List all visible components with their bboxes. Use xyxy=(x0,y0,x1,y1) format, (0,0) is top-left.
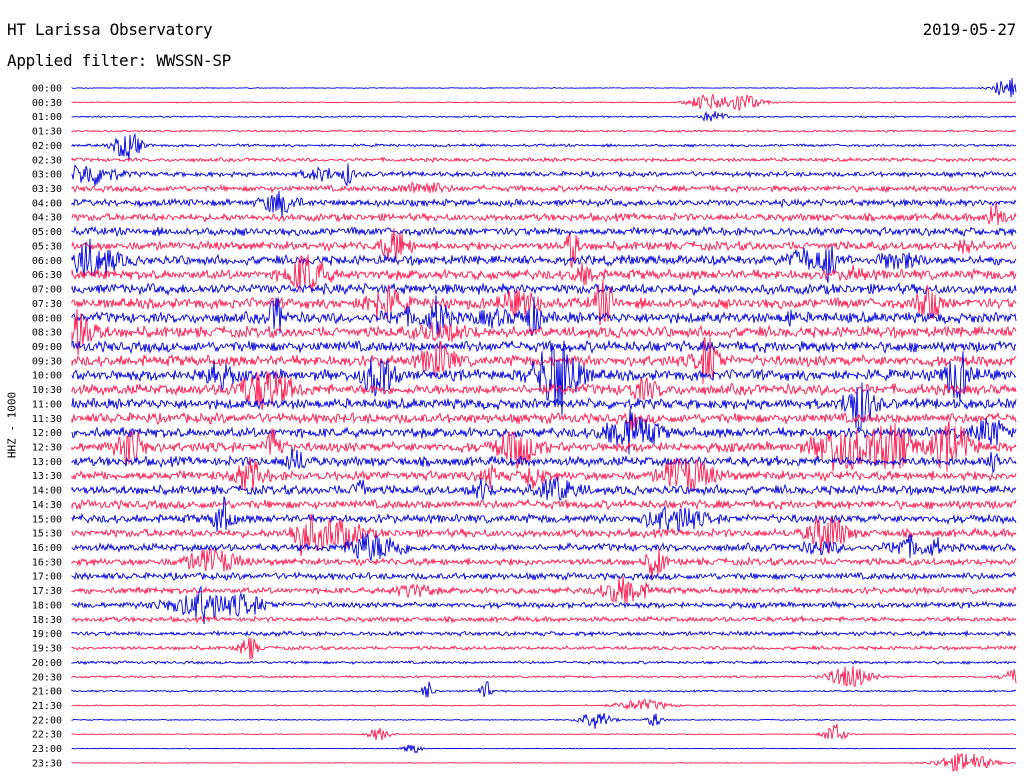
time-tick-label: 15:00 xyxy=(32,514,62,525)
trace-1430 xyxy=(71,498,1017,511)
time-tick-label: 13:00 xyxy=(32,457,62,468)
time-tick-label: 07:00 xyxy=(32,285,62,296)
trace-1930 xyxy=(71,637,1017,660)
time-tick-label: 08:30 xyxy=(32,328,62,339)
time-tick-label: 09:00 xyxy=(32,342,62,353)
time-tick-label: 15:30 xyxy=(32,529,62,540)
time-tick-label: 19:00 xyxy=(32,629,62,640)
trace-1630 xyxy=(71,548,1017,579)
time-tick-label: 21:00 xyxy=(32,687,62,698)
trace-1200 xyxy=(71,408,1017,455)
time-tick-label: 10:00 xyxy=(32,371,62,382)
time-tick-label: 22:30 xyxy=(32,730,62,741)
time-tick-label: 05:30 xyxy=(32,241,62,252)
trace-0430 xyxy=(71,202,1017,226)
time-tick-label: 10:30 xyxy=(32,385,62,396)
trace-2230 xyxy=(71,723,1017,741)
trace-0400 xyxy=(71,190,1017,217)
record-date: 2019-05-27 xyxy=(922,20,1017,39)
trace-2000 xyxy=(71,659,1017,666)
time-tick-label: 11:30 xyxy=(32,414,62,425)
trace-0530 xyxy=(71,228,1017,269)
trace-1400 xyxy=(71,476,1017,501)
trace-2330 xyxy=(71,753,1017,772)
trace-1800 xyxy=(71,585,1017,625)
time-tick-label: 18:30 xyxy=(32,615,62,626)
time-tick-label: 05:00 xyxy=(32,227,62,238)
time-tick-label: 02:30 xyxy=(32,155,62,166)
trace-2100 xyxy=(71,681,1017,698)
trace-1330 xyxy=(71,456,1017,492)
trace-0200 xyxy=(71,133,1017,160)
trace-1600 xyxy=(71,533,1017,561)
time-tick-label: 16:30 xyxy=(32,557,62,568)
time-tick-label: 19:30 xyxy=(32,644,62,655)
time-tick-label: 04:00 xyxy=(32,198,62,209)
time-tick-label: 01:00 xyxy=(32,112,62,123)
trace-0230 xyxy=(71,156,1017,164)
trace-0730 xyxy=(71,279,1017,326)
trace-1500 xyxy=(71,496,1017,533)
station-title: HT Larissa Observatory xyxy=(7,20,213,39)
time-tick-label: 09:30 xyxy=(32,356,62,367)
trace-1000 xyxy=(71,340,1017,418)
time-tick-label: 06:30 xyxy=(32,270,62,281)
trace-0630 xyxy=(71,254,1017,293)
trace-1100 xyxy=(71,382,1017,430)
trace-0130 xyxy=(71,129,1017,134)
trace-2300 xyxy=(71,744,1017,754)
time-tick-label: 14:30 xyxy=(32,500,62,511)
trace-0300 xyxy=(71,163,1017,187)
time-tick-label: 20:30 xyxy=(32,672,62,683)
time-tick-label: 20:00 xyxy=(32,658,62,669)
time-tick-label: 14:00 xyxy=(32,486,62,497)
time-tick-label: 21:30 xyxy=(32,701,62,712)
time-tick-label: 12:00 xyxy=(32,428,62,439)
time-tick-label: 01:30 xyxy=(32,127,62,138)
filter-label: Applied filter: WWSSN-SP xyxy=(7,51,231,70)
time-tick-label: 03:30 xyxy=(32,184,62,195)
trace-0000 xyxy=(71,78,1017,98)
trace-0930 xyxy=(71,336,1017,385)
time-tick-label: 13:30 xyxy=(32,471,62,482)
time-tick-label: 17:30 xyxy=(32,586,62,597)
trace-1300 xyxy=(71,447,1017,474)
time-tick-label: 04:30 xyxy=(32,213,62,224)
trace-1530 xyxy=(71,513,1017,557)
trace-2200 xyxy=(71,713,1017,729)
trace-1030 xyxy=(71,370,1017,411)
time-tick-label: 06:00 xyxy=(32,256,62,267)
time-tick-label: 00:30 xyxy=(32,98,62,109)
time-tick-label: 18:00 xyxy=(32,600,62,611)
trace-0830 xyxy=(71,309,1017,356)
trace-1730 xyxy=(71,576,1017,604)
trace-0700 xyxy=(71,282,1017,297)
time-tick-label: 23:00 xyxy=(32,744,62,755)
trace-0800 xyxy=(71,295,1017,338)
trace-0500 xyxy=(71,225,1017,238)
trace-1830 xyxy=(71,614,1017,624)
time-tick-label: 03:00 xyxy=(32,170,62,181)
time-tick-label: 22:00 xyxy=(32,715,62,726)
time-tick-label: 07:30 xyxy=(32,299,62,310)
time-tick-label: 08:00 xyxy=(32,313,62,324)
trace-0100 xyxy=(71,110,1017,122)
trace-0900 xyxy=(71,339,1017,355)
trace-2130 xyxy=(71,698,1017,711)
time-tick-label: 11:00 xyxy=(32,399,62,410)
trace-1900 xyxy=(71,629,1017,638)
trace-0600 xyxy=(71,238,1017,283)
time-tick-label: 00:00 xyxy=(32,84,62,95)
time-tick-label: 23:30 xyxy=(32,758,62,769)
time-tick-label: 02:00 xyxy=(32,141,62,152)
trace-0330 xyxy=(71,181,1017,194)
time-tick-label: 12:30 xyxy=(32,443,62,454)
time-tick-label: 16:00 xyxy=(32,543,62,554)
trace-1130 xyxy=(71,411,1017,431)
trace-2030 xyxy=(71,665,1017,688)
trace-1700 xyxy=(71,571,1017,582)
trace-0030 xyxy=(71,93,1017,111)
time-tick-label: 17:00 xyxy=(32,572,62,583)
